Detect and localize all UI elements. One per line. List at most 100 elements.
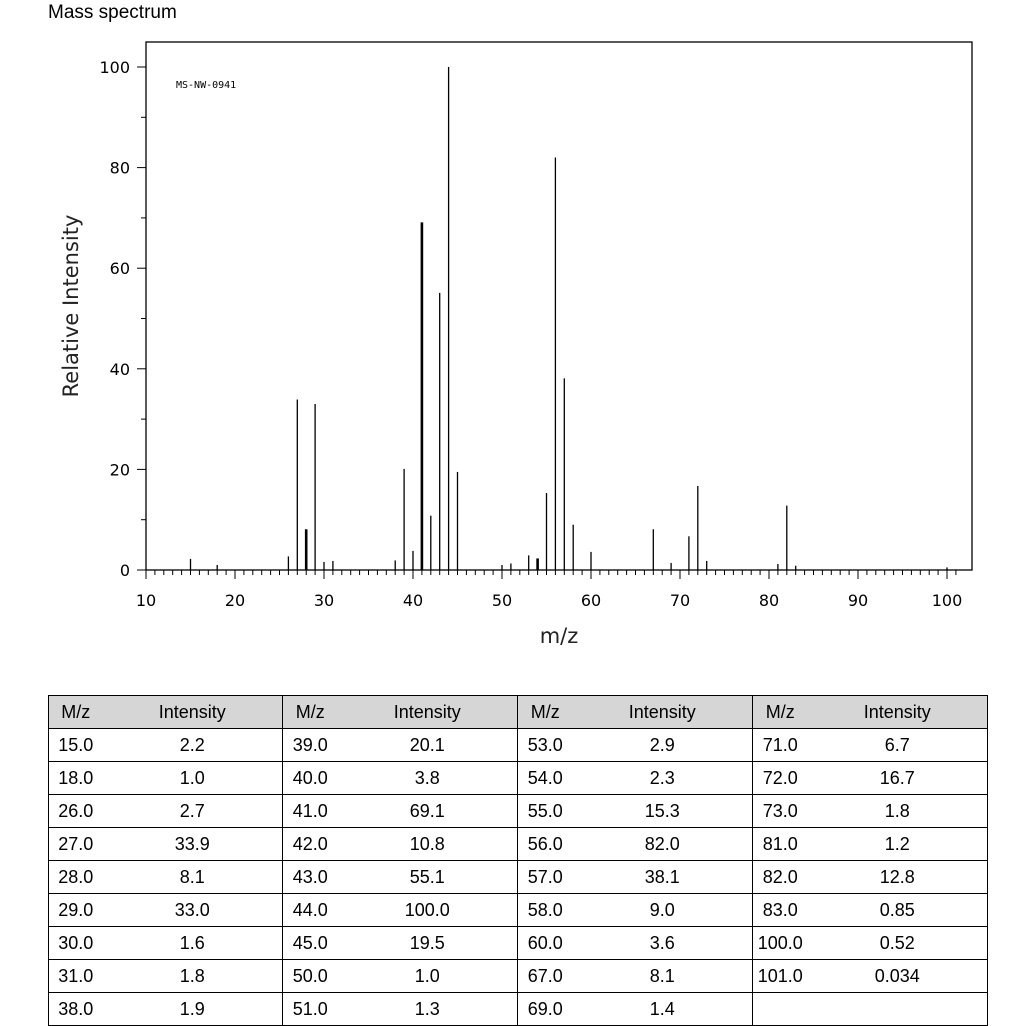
table-row: 26.0 2.7 41.0 69.1 55.0 15.3 73.0 1.8 [48, 794, 988, 828]
table-row: 30.0 1.6 45.0 19.5 60.0 3.6 100.0 0.52 [48, 926, 988, 960]
intensity-cell: 1.6 [102, 926, 283, 960]
mz-cell: 60.0 [527, 932, 563, 953]
y-axis-label: Relative Intensity [59, 215, 83, 398]
mz-cell: 42.0 [292, 833, 328, 854]
mz-cell: 54.0 [527, 767, 563, 788]
y-tick-label: 80 [110, 159, 130, 178]
mz-cell: 55.0 [527, 800, 563, 821]
x-tick-label: 100 [932, 591, 963, 610]
mz-cell: 83.0 [762, 899, 798, 920]
plot-frame [145, 41, 973, 571]
mz-cell: 45.0 [292, 932, 328, 953]
mz-cell: 29.0 [58, 899, 94, 920]
mz-cell: 101.0 [757, 965, 803, 986]
mz-cell: 100.0 [757, 932, 803, 953]
mz-cell: 43.0 [292, 866, 328, 887]
y-tick-label: 60 [110, 259, 130, 278]
table-row: 18.0 1.0 40.0 3.8 54.0 2.3 72.0 16.7 [48, 761, 988, 795]
mz-cell: 39.0 [292, 734, 328, 755]
intensity-cell: 12.8 [879, 866, 915, 887]
column-header-mz: M/z [282, 695, 338, 729]
intensity-cell: 100.0 [337, 893, 518, 927]
column-header-intensity: Intensity [572, 695, 753, 729]
mz-cell: 69.0 [527, 998, 563, 1019]
peak-table: M/z Intensity M/z Intensity M/z Intensity M/z I… [48, 695, 988, 1026]
mz-cell: 56.0 [527, 833, 563, 854]
intensity-cell: 1.0 [102, 761, 283, 795]
intensity-cell: 1.8 [884, 800, 910, 821]
mz-cell: 28.0 [58, 866, 94, 887]
mz-cell: 58.0 [527, 899, 563, 920]
x-tick-label: 20 [225, 591, 245, 610]
mz-cell: 71.0 [762, 734, 798, 755]
x-tick-label: 40 [403, 591, 423, 610]
intensity-cell: 19.5 [337, 926, 518, 960]
intensity-cell: 1.3 [337, 992, 518, 1026]
intensity-cell: 0.85 [879, 899, 915, 920]
x-tick-label: 90 [848, 591, 868, 610]
column-header-mz: M/z [48, 695, 103, 729]
mz-cell: 73.0 [762, 800, 798, 821]
y-tick-label: 20 [110, 460, 130, 479]
mz-cell: 41.0 [292, 800, 328, 821]
column-header-intensity: Intensity [102, 695, 283, 729]
intensity-cell: 10.8 [337, 827, 518, 861]
x-tick-label: 80 [759, 591, 779, 610]
table-row: 31.0 1.8 50.0 1.0 67.0 8.1 101.0 0.034 [48, 959, 988, 993]
mz-cell: 44.0 [292, 899, 328, 920]
mz-cell: 40.0 [292, 767, 328, 788]
intensity-cell: 0.52 [879, 932, 915, 953]
mz-cell: 15.0 [58, 734, 94, 755]
mz-cell: 50.0 [292, 965, 328, 986]
table-header-row: M/z Intensity M/z Intensity M/z Intensity M/z I… [48, 695, 988, 729]
mz-cell: 53.0 [527, 734, 563, 755]
mass-spectrum-chart: 10 20 30 40 50 60 70 80 90 100 0 20 40 60 80 100 MS-NW-… [59, 41, 973, 648]
column-header-intensity: Intensity [337, 695, 518, 729]
intensity-cell: 8.1 [572, 959, 753, 993]
x-tick-label: 60 [581, 591, 601, 610]
intensity-cell: 2.2 [102, 728, 283, 762]
y-tick-label: 0 [120, 561, 130, 580]
intensity-cell: 0.034 [874, 965, 920, 986]
mz-cell: 67.0 [527, 965, 563, 986]
mz-cell: 27.0 [58, 833, 94, 854]
intensity-cell: 6.7 [884, 734, 910, 755]
mz-cell: 72.0 [762, 767, 798, 788]
intensity-cell: 3.8 [337, 761, 518, 795]
mz-cell: 81.0 [762, 833, 798, 854]
mz-cell: 18.0 [58, 767, 94, 788]
table-row: 27.0 33.9 42.0 10.8 56.0 82.0 81.0 1.2 [48, 827, 988, 861]
x-tick-label: 30 [314, 591, 334, 610]
intensity-cell: 16.7 [879, 767, 915, 788]
intensity-cell: 55.1 [337, 860, 518, 894]
column-header-mz: M/z [517, 695, 573, 729]
mz-cell [753, 993, 808, 1026]
mz-cell: 26.0 [58, 800, 94, 821]
mz-cell: 38.0 [58, 998, 94, 1019]
y-tick-label: 100 [99, 58, 130, 77]
intensity-cell: 3.6 [572, 926, 753, 960]
intensity-cell: 1.2 [884, 833, 910, 854]
intensity-cell: 9.0 [572, 893, 753, 927]
intensity-cell: 82.0 [572, 827, 753, 861]
intensity-cell: 15.3 [572, 794, 753, 828]
intensity-cell: 8.1 [102, 860, 283, 894]
x-axis-label: m/z [540, 624, 579, 648]
intensity-cell: 1.4 [572, 992, 753, 1026]
x-tick-label: 50 [492, 591, 512, 610]
intensity-cell: 2.3 [572, 761, 753, 795]
mz-cell: 82.0 [762, 866, 798, 887]
x-tick-label: 10 [136, 591, 156, 610]
intensity-cell [808, 993, 988, 1026]
mz-cell: 30.0 [58, 932, 94, 953]
intensity-cell: 20.1 [337, 728, 518, 762]
intensity-cell: 1.8 [102, 959, 283, 993]
column-header-intensity: Intensity [807, 695, 988, 729]
intensity-cell: 2.7 [102, 794, 283, 828]
intensity-cell: 33.0 [102, 893, 283, 927]
x-tick-label: 70 [670, 591, 690, 610]
intensity-cell: 33.9 [102, 827, 283, 861]
intensity-cell: 2.9 [572, 728, 753, 762]
intensity-cell: 1.0 [337, 959, 518, 993]
table-row: 15.0 2.2 39.0 20.1 53.0 2.9 71.0 6.7 [48, 728, 988, 762]
